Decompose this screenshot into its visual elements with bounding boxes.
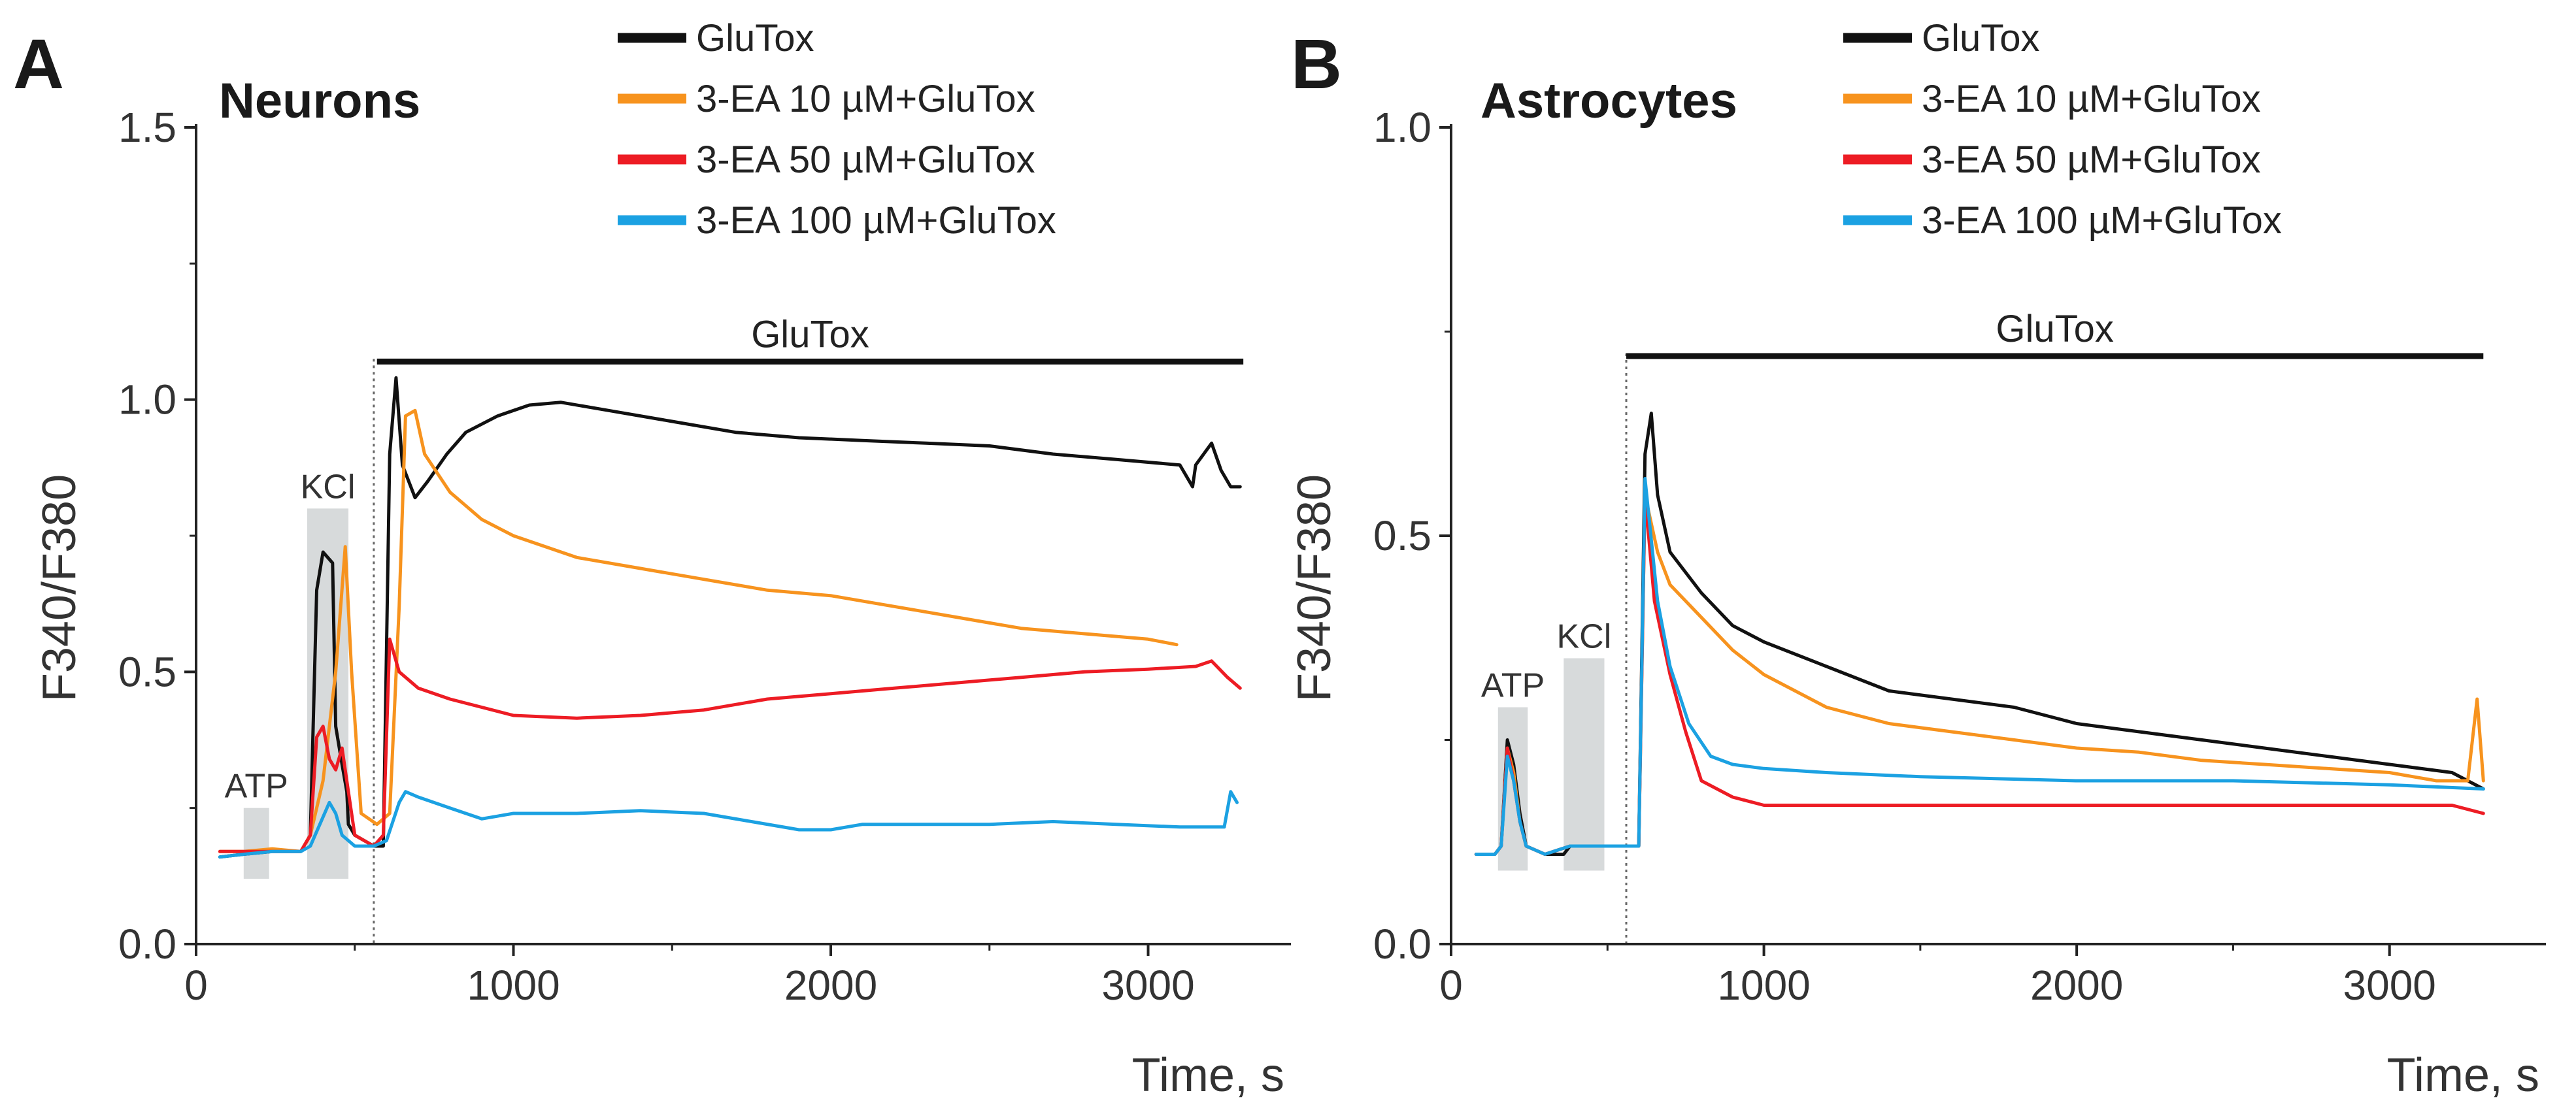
x-tick-label: 2000 bbox=[2030, 962, 2123, 1009]
chart-panel-a: A Neurons ATP KCl GluTox 0.0 0.5 1.0 1.5 0 1000 200… bbox=[13, 17, 1291, 1102]
y-axis-label: F340/F380 bbox=[1288, 474, 1341, 702]
x-tick-label: 1000 bbox=[467, 962, 560, 1009]
stimulus-label: ATP bbox=[225, 768, 288, 806]
x-tick-label: 0 bbox=[184, 962, 208, 1009]
y-tick-label: 1.0 bbox=[1373, 104, 1431, 151]
stimulus-shade bbox=[243, 808, 269, 879]
legend: GluTox 3-EA 10 µM+GluTox 3-EA 50 µM+GluTox… bbox=[618, 17, 1056, 242]
y-tick-label: 0.5 bbox=[1373, 512, 1431, 559]
stimulus-label: KCl bbox=[1556, 618, 1611, 656]
treatment-bar-label: GluTox bbox=[751, 313, 869, 355]
y-tick-label: 1.0 bbox=[118, 376, 176, 423]
x-tick-label: 0 bbox=[1439, 962, 1463, 1009]
series-line bbox=[218, 790, 1239, 859]
series-line bbox=[218, 637, 1242, 853]
legend: GluTox 3-EA 10 µM+GluTox 3-EA 50 µM+GluTox… bbox=[1843, 17, 2282, 242]
legend-label: 3-EA 100 µM+GluTox bbox=[1922, 199, 2282, 242]
y-tick-label: 1.5 bbox=[118, 104, 176, 151]
legend-label: 3-EA 50 µM+GluTox bbox=[1922, 139, 2261, 181]
x-tick-label: 3000 bbox=[2343, 962, 2436, 1009]
panel-letter: B bbox=[1291, 24, 1342, 103]
stimulus-shade bbox=[1564, 658, 1605, 871]
x-tick-label: 1000 bbox=[1717, 962, 1810, 1009]
legend-label: 3-EA 10 µM+GluTox bbox=[696, 78, 1035, 120]
legend-label: GluTox bbox=[1922, 17, 2040, 59]
legend-label: 3-EA 100 µM+GluTox bbox=[696, 199, 1056, 242]
x-axis-label: Time, s bbox=[1132, 1049, 1284, 1102]
legend-label: 3-EA 10 µM+GluTox bbox=[1922, 78, 2261, 120]
treatment-bar-label: GluTox bbox=[1996, 308, 2114, 350]
legend-label: 3-EA 50 µM+GluTox bbox=[696, 139, 1035, 181]
series-line bbox=[1474, 477, 2485, 856]
stimulus-label: KCl bbox=[301, 468, 356, 506]
x-tick-label: 2000 bbox=[784, 962, 877, 1009]
panel-letter: A bbox=[13, 24, 64, 103]
series-line bbox=[218, 376, 1242, 859]
chart-panel-b: B Astrocytes ATP KCl GluTox 0.0 0.5 1.0 0 1000 200… bbox=[1288, 17, 2546, 1102]
x-tick-label: 3000 bbox=[1101, 962, 1194, 1009]
x-axis-label: Time, s bbox=[2387, 1049, 2539, 1102]
y-tick-label: 0.5 bbox=[118, 648, 176, 695]
y-tick-label: 0.0 bbox=[1373, 921, 1431, 968]
stimulus-label: ATP bbox=[1481, 667, 1545, 705]
series-line bbox=[218, 408, 1179, 853]
panel-title: Astrocytes bbox=[1480, 73, 1737, 129]
y-tick-label: 0.0 bbox=[118, 921, 176, 968]
y-axis-label: F340/F380 bbox=[33, 474, 86, 702]
legend-label: GluTox bbox=[696, 17, 814, 59]
panel-title: Neurons bbox=[219, 73, 420, 129]
